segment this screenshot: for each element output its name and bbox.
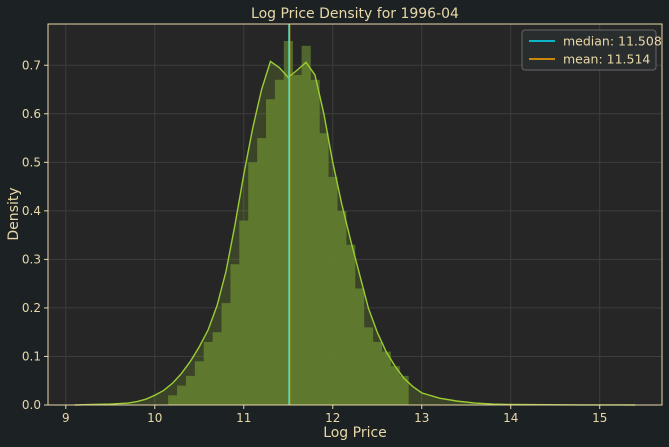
histogram-bar bbox=[177, 385, 187, 405]
histogram-bar bbox=[212, 332, 222, 405]
histogram-bar bbox=[168, 395, 178, 405]
histogram-bar bbox=[239, 220, 249, 405]
y-tick-label: 0.4 bbox=[22, 204, 41, 218]
y-tick-label: 0.7 bbox=[22, 58, 41, 72]
histogram-bar bbox=[363, 327, 374, 405]
x-tick-label: 12 bbox=[325, 411, 340, 425]
histogram-bar bbox=[399, 375, 409, 405]
histogram-bar bbox=[221, 303, 231, 405]
histogram-bar bbox=[319, 133, 329, 405]
histogram-bar bbox=[257, 138, 267, 406]
x-tick-label: 13 bbox=[414, 411, 429, 425]
x-tick-label: 10 bbox=[147, 411, 162, 425]
x-tick-label: 9 bbox=[62, 411, 70, 425]
x-tick-label: 14 bbox=[503, 411, 518, 425]
y-tick-label: 0.6 bbox=[22, 107, 41, 121]
y-axis-label: Density bbox=[6, 187, 22, 240]
histogram-bar bbox=[194, 361, 205, 405]
y-tick-label: 0.0 bbox=[22, 398, 41, 412]
histogram-bar bbox=[301, 45, 311, 406]
histogram-bar bbox=[355, 288, 365, 405]
kde-curve bbox=[74, 60, 636, 406]
y-tick-label: 0.1 bbox=[22, 349, 41, 363]
y-tick-label: 0.2 bbox=[22, 301, 41, 315]
y-axis-ticks: 0.0 0.1 0.2 0.3 0.4 0.5 0.6 0.7 bbox=[22, 58, 48, 412]
stat-lines bbox=[288, 24, 291, 405]
histogram-bar bbox=[230, 264, 240, 405]
x-axis-label: Log Price bbox=[323, 425, 387, 441]
histogram-bar bbox=[248, 162, 258, 405]
x-tick-label: 11 bbox=[236, 411, 251, 425]
x-axis-ticks: 9 10 11 12 13 14 15 bbox=[62, 405, 607, 425]
histogram-bar bbox=[274, 79, 285, 406]
histogram-bar bbox=[381, 351, 391, 405]
histogram-bar bbox=[346, 244, 356, 405]
legend-mean-label: mean: 11.514 bbox=[563, 52, 650, 67]
legend: median: 11.508 mean: 11.514 bbox=[521, 29, 662, 71]
kde-area bbox=[74, 61, 636, 406]
histogram-bar bbox=[203, 341, 213, 405]
histogram-bar bbox=[328, 176, 338, 405]
histogram-bar bbox=[390, 366, 400, 405]
histogram-bar bbox=[292, 74, 302, 405]
histogram-bars bbox=[168, 40, 409, 406]
x-tick-label: 15 bbox=[592, 411, 607, 425]
histogram-bar bbox=[266, 99, 276, 405]
axes-frame bbox=[47, 23, 663, 406]
y-tick-label: 0.3 bbox=[22, 252, 41, 266]
y-tick-label: 0.5 bbox=[22, 155, 41, 169]
histogram-bar bbox=[185, 375, 196, 405]
histogram-bar bbox=[372, 341, 382, 405]
chart-title: Log Price Density for 1996-04 bbox=[251, 6, 459, 22]
histogram-bar bbox=[310, 79, 320, 406]
legend-box bbox=[521, 29, 657, 71]
legend-median-label: median: 11.508 bbox=[563, 34, 662, 49]
histogram-bar bbox=[337, 210, 347, 405]
